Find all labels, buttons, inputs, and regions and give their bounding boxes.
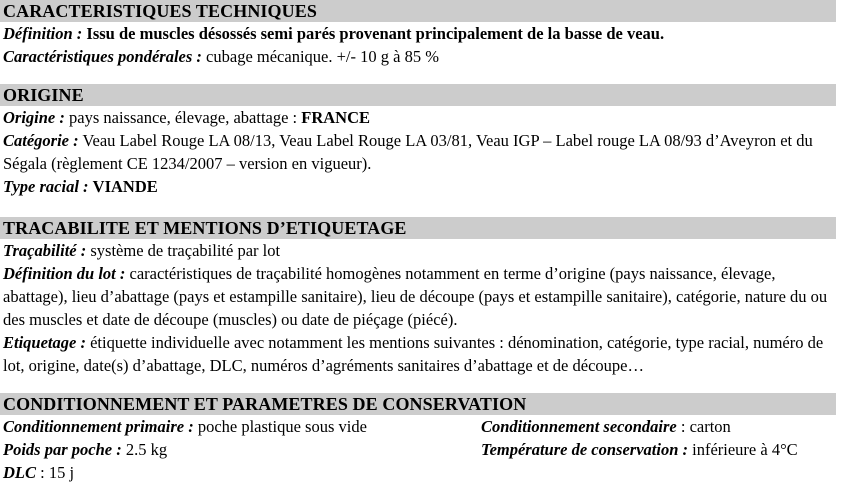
- field-caracteristiques-ponderales-value: cubage mécanique. +/- 10 g à 85 %: [206, 47, 439, 66]
- field-categorie: Catégorie : Veau Label Rouge LA 08/13, V…: [0, 129, 844, 175]
- field-type-racial-label: Type racial :: [3, 177, 89, 196]
- field-dlc-separator: :: [36, 463, 49, 482]
- field-dlc-label: DLC: [3, 463, 36, 482]
- section-caracteristiques-techniques: CARACTERISTIQUES TECHNIQUES Définition :…: [0, 0, 844, 68]
- field-temperature-conservation: Température de conservation : inférieure…: [478, 438, 844, 461]
- section-spacer: [0, 377, 844, 393]
- field-temperature-conservation-label: Température de conservation :: [481, 440, 688, 459]
- conditionnement-columns: Conditionnement primaire : poche plastiq…: [0, 415, 844, 484]
- field-temperature-conservation-value: inférieure à 4°C: [692, 440, 798, 459]
- field-conditionnement-secondaire: Conditionnement secondaire : carton: [478, 415, 844, 438]
- field-conditionnement-primaire: Conditionnement primaire : poche plastiq…: [0, 415, 478, 438]
- field-tracabilite: Traçabilité : système de traçabilité par…: [0, 239, 844, 262]
- section-spacer: [0, 198, 844, 217]
- field-dlc: DLC : 15 j: [0, 461, 478, 484]
- field-tracabilite-label: Traçabilité :: [3, 241, 87, 260]
- section-heading-caracteristiques-techniques: CARACTERISTIQUES TECHNIQUES: [0, 0, 836, 22]
- field-etiquetage: Etiquetage : étiquette individuelle avec…: [0, 331, 844, 377]
- field-definition-du-lot-value: caractéristiques de traçabilité homogène…: [3, 264, 828, 329]
- field-caracteristiques-ponderales: Caractéristiques pondérales : cubage méc…: [0, 45, 844, 68]
- field-categorie-value: Veau Label Rouge LA 08/13, Veau Label Ro…: [3, 131, 813, 173]
- field-conditionnement-primaire-label: Conditionnement primaire :: [3, 417, 194, 436]
- field-poids-par-poche: Poids par poche : 2.5 kg: [0, 438, 478, 461]
- field-origine: Origine : pays naissance, élevage, abatt…: [0, 106, 844, 129]
- field-definition: Définition : Issu de muscles désossés se…: [0, 22, 844, 45]
- section-conditionnement: CONDITIONNEMENT ET PARAMETRES DE CONSERV…: [0, 393, 844, 484]
- field-definition-du-lot: Définition du lot : caractéristiques de …: [0, 262, 844, 331]
- field-definition-du-lot-label: Définition du lot :: [3, 264, 126, 283]
- section-tracabilite: TRACABILITE ET MENTIONS D’ETIQUETAGE Tra…: [0, 217, 844, 377]
- section-heading-conditionnement: CONDITIONNEMENT ET PARAMETRES DE CONSERV…: [0, 393, 836, 415]
- field-conditionnement-secondaire-label: Conditionnement secondaire: [481, 417, 677, 436]
- field-etiquetage-value: étiquette individuelle avec notamment le…: [3, 333, 824, 375]
- field-definition-label: Définition :: [3, 24, 83, 43]
- field-type-racial-value: VIANDE: [92, 177, 158, 196]
- field-poids-par-poche-value: 2.5 kg: [125, 440, 168, 459]
- conditionnement-left-column: Conditionnement primaire : poche plastiq…: [0, 415, 478, 484]
- field-type-racial: Type racial : VIANDE: [0, 175, 844, 198]
- section-heading-origine: ORIGINE: [0, 84, 836, 106]
- field-conditionnement-secondaire-value: carton: [689, 417, 731, 436]
- field-definition-value: Issu de muscles désossés semi parés prov…: [86, 24, 665, 43]
- field-tracabilite-value: système de traçabilité par lot: [90, 241, 281, 260]
- field-origine-country: FRANCE: [301, 108, 371, 127]
- field-categorie-label: Catégorie :: [3, 131, 79, 150]
- field-origine-label: Origine :: [3, 108, 65, 127]
- field-conditionnement-secondaire-separator: :: [676, 417, 690, 436]
- field-etiquetage-label: Etiquetage :: [3, 333, 86, 352]
- field-conditionnement-primaire-value: poche plastique sous vide: [197, 417, 367, 436]
- section-spacer: [0, 68, 844, 84]
- field-poids-par-poche-label: Poids par poche :: [3, 440, 122, 459]
- field-dlc-value: 15 j: [48, 463, 75, 482]
- conditionnement-right-column: Conditionnement secondaire : carton Temp…: [478, 415, 844, 461]
- field-caracteristiques-ponderales-label: Caractéristiques pondérales :: [3, 47, 202, 66]
- section-heading-tracabilite: TRACABILITE ET MENTIONS D’ETIQUETAGE: [0, 217, 836, 239]
- section-origine: ORIGINE Origine : pays naissance, élevag…: [0, 84, 844, 198]
- field-origine-value: pays naissance, élevage, abattage :: [69, 108, 302, 127]
